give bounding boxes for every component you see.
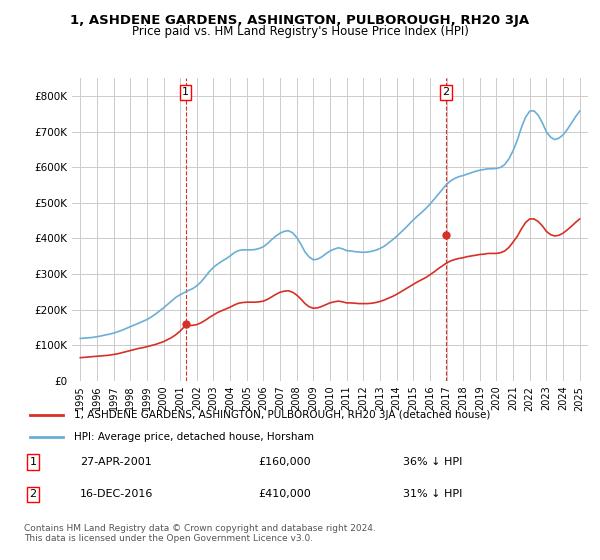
Text: Contains HM Land Registry data © Crown copyright and database right 2024.
This d: Contains HM Land Registry data © Crown c…	[24, 524, 376, 543]
Text: HPI: Average price, detached house, Horsham: HPI: Average price, detached house, Hors…	[74, 432, 314, 442]
Text: 16-DEC-2016: 16-DEC-2016	[80, 489, 153, 500]
Text: 1, ASHDENE GARDENS, ASHINGTON, PULBOROUGH, RH20 3JA: 1, ASHDENE GARDENS, ASHINGTON, PULBOROUG…	[70, 14, 530, 27]
Text: 1, ASHDENE GARDENS, ASHINGTON, PULBOROUGH, RH20 3JA (detached house): 1, ASHDENE GARDENS, ASHINGTON, PULBOROUG…	[74, 409, 491, 419]
Text: Price paid vs. HM Land Registry's House Price Index (HPI): Price paid vs. HM Land Registry's House …	[131, 25, 469, 38]
Text: 31% ↓ HPI: 31% ↓ HPI	[403, 489, 463, 500]
Text: £410,000: £410,000	[259, 489, 311, 500]
Text: £160,000: £160,000	[259, 457, 311, 467]
Text: 2: 2	[442, 87, 449, 97]
Text: 1: 1	[182, 87, 189, 97]
Text: 36% ↓ HPI: 36% ↓ HPI	[403, 457, 463, 467]
Text: 2: 2	[29, 489, 37, 500]
Text: 27-APR-2001: 27-APR-2001	[80, 457, 152, 467]
Text: 1: 1	[29, 457, 37, 467]
